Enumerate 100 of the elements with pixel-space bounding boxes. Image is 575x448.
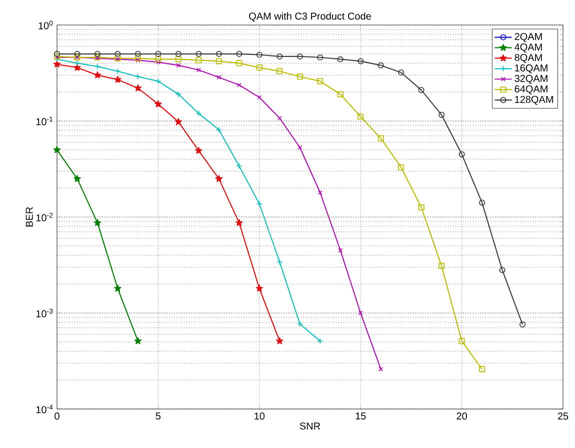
point [114, 284, 122, 292]
point [398, 164, 404, 170]
point [296, 53, 303, 60]
point [154, 100, 162, 108]
y-tick-label: 10$^{0}$ [38, 20, 53, 30]
x-tick-label: 15 [356, 412, 366, 420]
point [479, 366, 486, 372]
point [236, 50, 242, 57]
point [479, 200, 486, 206]
point [175, 91, 182, 98]
point [114, 68, 121, 74]
point [276, 53, 283, 60]
point [136, 58, 140, 62]
y-tick-label: 10$^{-3}$ [36, 308, 53, 318]
point [358, 310, 363, 316]
point [94, 71, 102, 78]
legend-label: 16QAM [515, 64, 548, 74]
point [256, 64, 262, 71]
point [155, 56, 162, 62]
point [337, 56, 344, 62]
point [216, 58, 222, 64]
point [176, 63, 181, 68]
legend-label: 32QAM [514, 74, 548, 84]
point [175, 56, 182, 62]
point [236, 82, 242, 88]
point [256, 200, 262, 207]
point [256, 52, 262, 58]
x-tick-label: 10 [254, 412, 265, 420]
y-tick-label: 10$^{-4}$ [36, 404, 53, 414]
point [134, 337, 142, 344]
point [418, 204, 424, 210]
point [418, 87, 424, 94]
point [216, 75, 222, 80]
point [276, 337, 284, 344]
point [318, 190, 322, 195]
point [216, 50, 222, 57]
point [196, 50, 202, 57]
point [196, 68, 201, 72]
point [317, 54, 324, 60]
point [358, 114, 364, 120]
legend-label: 64QAM [514, 85, 548, 94]
point [236, 60, 242, 66]
point [277, 116, 282, 120]
point [114, 76, 122, 83]
point [215, 174, 223, 182]
point [114, 50, 121, 57]
point [94, 50, 101, 57]
point [195, 146, 202, 154]
point [257, 95, 262, 100]
y-axis-title: BER [26, 207, 33, 226]
point [74, 174, 81, 182]
x-axis-title: SNR [300, 422, 320, 430]
point [174, 118, 182, 126]
legend-label: 8QAM [514, 54, 542, 63]
point [337, 91, 344, 98]
point [134, 55, 141, 62]
point [74, 64, 81, 71]
point [438, 112, 445, 118]
chart-title: QAM with C3 Product Code [249, 12, 371, 22]
point [155, 78, 162, 84]
point [216, 126, 222, 133]
point [175, 50, 182, 57]
point [398, 69, 404, 76]
x-tick-label: 5 [156, 412, 161, 420]
point [499, 267, 506, 274]
point [276, 68, 283, 74]
point [196, 110, 202, 116]
point [94, 218, 102, 226]
point [256, 284, 264, 292]
point [74, 50, 80, 57]
point [317, 78, 324, 84]
legend-label: 2QAM [514, 33, 542, 42]
point [298, 145, 302, 150]
y-tick-label: 10$^{-1}$ [36, 116, 53, 126]
point [358, 58, 364, 64]
point [134, 50, 141, 57]
legend-label: 4QAM [514, 43, 542, 52]
legend-label: 128QAM [515, 96, 553, 105]
point [296, 320, 303, 327]
point [378, 135, 384, 142]
y-tick-label: 10$^{-2}$ [36, 212, 53, 222]
point [378, 62, 384, 68]
point [438, 262, 445, 269]
point [53, 146, 61, 154]
point [458, 338, 465, 344]
x-tick-label: 0 [54, 412, 60, 420]
point [296, 74, 303, 80]
point [74, 60, 80, 66]
point [134, 74, 141, 80]
x-tick-label: 25 [558, 412, 568, 420]
point [94, 63, 101, 70]
x-tick-label: 20 [456, 412, 467, 420]
point [134, 84, 142, 92]
point [155, 50, 162, 57]
point [236, 218, 243, 226]
point [156, 60, 160, 64]
point [53, 60, 61, 68]
point [276, 258, 283, 266]
point [458, 151, 465, 158]
point [338, 248, 343, 253]
